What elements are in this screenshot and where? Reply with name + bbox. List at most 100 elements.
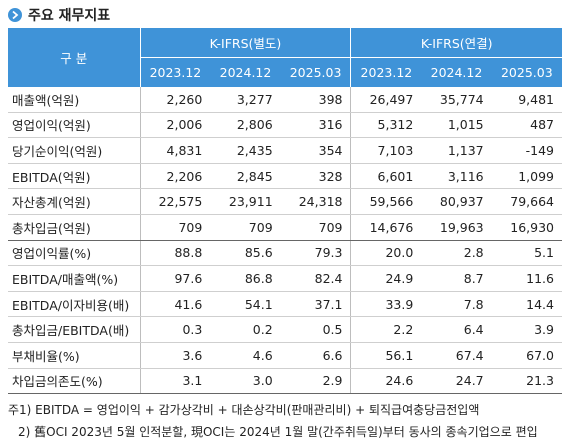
table-body: 매출액(억원) 2,260 3,277 398 26,497 35,774 9,481 영업이…: [8, 87, 562, 395]
cell-value: 398: [280, 87, 352, 113]
cell-value: 2,845: [210, 163, 281, 190]
cell-value: 24,318: [280, 188, 352, 215]
cell-value: 26,497: [350, 87, 422, 113]
cell-value: 4,831: [140, 137, 211, 164]
cell-value: 37.1: [280, 291, 352, 318]
cell-value: 8.7: [421, 265, 492, 292]
row-label: 매출액(억원): [8, 87, 141, 113]
cell-value: 5.1: [491, 240, 562, 267]
table-row: 영업이익(억원) 2,006 2,806 316 5,312 1,015 487: [8, 112, 562, 139]
row-label: 차입금의존도(%): [8, 368, 141, 395]
cell-value: 6,601: [350, 163, 422, 190]
cell-value: 14.4: [491, 291, 562, 318]
row-label: EBITDA/매출액(%): [8, 265, 141, 292]
cell-value: 6.4: [421, 316, 492, 343]
row-label: 당기순이익(억원): [8, 137, 141, 164]
cell-value: 0.5: [280, 316, 352, 343]
cell-value: 2.2: [350, 316, 422, 343]
table-row: 당기순이익(억원) 4,831 2,435 354 7,103 1,137 -149: [8, 137, 562, 164]
cell-value: 7.8: [421, 291, 492, 318]
cell-value: 59,566: [350, 188, 422, 215]
cell-value: 2.8: [421, 240, 492, 267]
cell-value: 16,930: [491, 214, 562, 241]
cell-value: 20.0: [350, 240, 422, 267]
cell-value: 33.9: [350, 291, 422, 318]
cell-value: -149: [491, 137, 562, 164]
cell-value: 41.6: [140, 291, 211, 318]
cell-value: 3.1: [140, 368, 211, 395]
cell-value: 2,806: [210, 112, 281, 139]
table-row: EBITDA(억원) 2,206 2,845 328 6,601 3,116 1,099: [8, 163, 562, 190]
cell-value: 24.9: [350, 265, 422, 292]
cell-value: 14,676: [350, 214, 422, 241]
row-label: EBITDA(억원): [8, 163, 141, 190]
period-header: 2023.12: [350, 57, 422, 87]
cell-value: 3.9: [491, 316, 562, 343]
cell-value: 85.6: [210, 240, 281, 267]
row-label: 총차입금/EBITDA(배): [8, 316, 141, 343]
period-header: 2024.12: [421, 57, 492, 87]
cell-value: 35,774: [421, 87, 492, 113]
group-header: K-IFRS(별도): [140, 28, 352, 58]
cell-value: 0.2: [210, 316, 281, 343]
group-header: K-IFRS(연결): [350, 28, 562, 58]
cell-value: 86.8: [210, 265, 281, 292]
cell-value: 67.4: [421, 342, 492, 369]
table-row: 자산총계(억원) 22,575 23,911 24,318 59,566 80,937 79…: [8, 188, 562, 215]
row-label: 영업이익률(%): [8, 240, 141, 267]
table-row: 영업이익률(%) 88.8 85.6 79.3 20.0 2.8 5.1: [8, 240, 562, 267]
cell-value: 4.6: [210, 342, 281, 369]
cell-value: 487: [491, 112, 562, 139]
cell-value: 23,911: [210, 188, 281, 215]
period-header: 2025.03: [491, 57, 562, 87]
table-row: 총차입금(억원) 709 709 709 14,676 19,963 16,930: [8, 214, 562, 241]
cell-value: 1,099: [491, 163, 562, 190]
cell-value: 80,937: [421, 188, 492, 215]
cell-value: 79,664: [491, 188, 562, 215]
cell-value: 709: [140, 214, 211, 241]
cell-value: 79.3: [280, 240, 352, 267]
cell-value: 1,137: [421, 137, 492, 164]
financial-table: 구 분 K-IFRS(별도) K-IFRS(연결) 2023.12 2024.12 202…: [8, 28, 562, 395]
cell-value: 3.6: [140, 342, 211, 369]
table-row: 총차입금/EBITDA(배) 0.3 0.2 0.5 2.2 6.4 3.9: [8, 316, 562, 343]
title: 주요 재무지표: [28, 8, 111, 24]
cell-value: 54.1: [210, 291, 281, 318]
cell-value: 2,006: [140, 112, 211, 139]
corner-header: 구 분: [8, 28, 141, 87]
cell-value: 9,481: [491, 87, 562, 113]
cell-value: 19,963: [421, 214, 492, 241]
cell-value: 56.1: [350, 342, 422, 369]
cell-value: 82.4: [280, 265, 352, 292]
cell-value: 3.0: [210, 368, 281, 395]
cell-value: 7,103: [350, 137, 422, 164]
footnote: 2) 舊OCI 2023년 5월 인적분할, 現OCI는 2024년 1월 말(…: [18, 425, 538, 439]
row-label: EBITDA/이자비용(배): [8, 291, 141, 318]
header-row: 2023.12 2024.12 2025.03 2023.12 2024.12 2025.…: [8, 57, 562, 87]
row-label: 부채비율(%): [8, 342, 141, 369]
table-row: EBITDA/매출액(%) 97.6 86.8 82.4 24.9 8.7 11.6: [8, 265, 562, 292]
cell-value: 2,435: [210, 137, 281, 164]
cell-value: 88.8: [140, 240, 211, 267]
cell-value: 22,575: [140, 188, 211, 215]
cell-value: 97.6: [140, 265, 211, 292]
cell-value: 2.9: [280, 368, 352, 395]
heading-icon: [8, 8, 22, 22]
table-row: EBITDA/이자비용(배) 41.6 54.1 37.1 33.9 7.8 14.4: [8, 291, 562, 318]
cell-value: 1,015: [421, 112, 492, 139]
cell-value: 2,206: [140, 163, 211, 190]
header-row: 구 분 K-IFRS(별도) K-IFRS(연결): [8, 28, 562, 87]
cell-value: 24.6: [350, 368, 422, 395]
section-heading: 주요 재무지표: [8, 5, 110, 25]
table-row: 부채비율(%) 3.6 4.6 6.6 56.1 67.4 67.0: [8, 342, 562, 369]
table-row: 매출액(억원) 2,260 3,277 398 26,497 35,774 9,481: [8, 87, 562, 113]
cell-value: 316: [280, 112, 352, 139]
period-header: 2023.12: [140, 57, 211, 87]
row-label: 영업이익(억원): [8, 112, 141, 139]
footnote: 주1) EBITDA = 영업이익 + 감가상각비 + 대손상각비(판매관리비)…: [8, 403, 480, 417]
cell-value: 5,312: [350, 112, 422, 139]
cell-value: 3,277: [210, 87, 281, 113]
cell-value: 328: [280, 163, 352, 190]
cell-value: 709: [210, 214, 281, 241]
